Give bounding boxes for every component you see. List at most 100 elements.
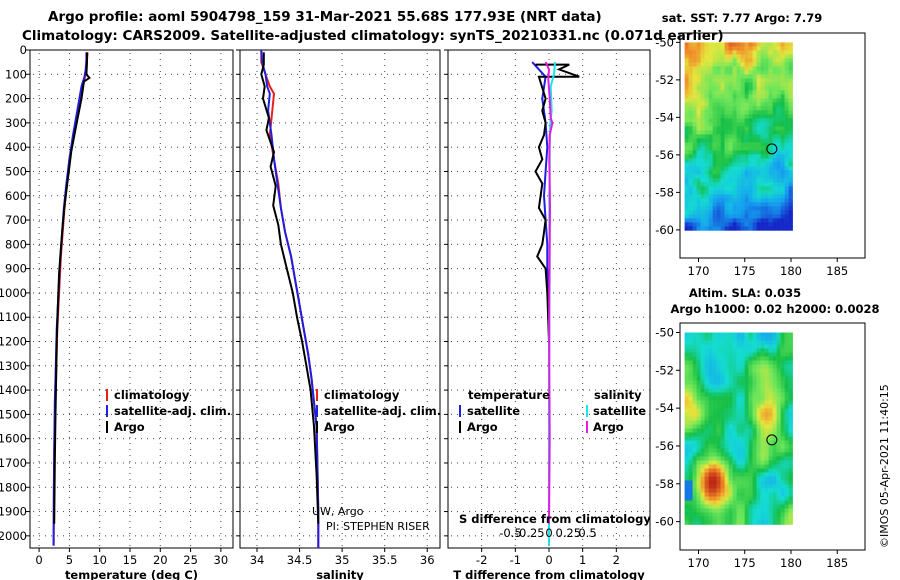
temperature-legend-swatch — [106, 405, 108, 417]
diff-legend-temp-label: satellite — [467, 404, 520, 418]
diff-legend-sal-swatch — [586, 405, 588, 417]
temperature-xtick-label: 20 — [153, 553, 168, 567]
depth-tick-label: 1400 — [0, 383, 27, 397]
sla-map: 170 175 180 185 -50 -52 -54 -56 -58 -60 — [655, 322, 866, 570]
diff-top-tick-label: 0.25 — [555, 526, 581, 540]
sla_map-lat-label: -52 — [655, 363, 674, 377]
sst_map-lon-label: 180 — [780, 264, 802, 278]
salinity-annotation-line-2: PI: STEPHEN RISER — [326, 520, 430, 533]
depth-tick-label: 300 — [5, 116, 27, 130]
sla_map-lon-label: 175 — [734, 556, 756, 570]
imos-credit: ©IMOS 05-Apr-2021 11:40:15 — [878, 384, 891, 548]
difference-series-salinity-argo — [544, 61, 554, 524]
depth-tick-label: 900 — [5, 262, 27, 276]
depth-tick-label: 400 — [5, 140, 27, 154]
temperature-xtick-label: 0 — [35, 553, 42, 567]
sla_map-argo-marker — [766, 434, 778, 446]
salinity-xtick-label: 36 — [420, 553, 435, 567]
difference-xtick-label: 1 — [579, 553, 586, 567]
salinity-legend-swatch — [316, 405, 318, 417]
depth-tick-label: 0 — [20, 43, 27, 57]
sst_map-argo-marker — [766, 143, 778, 155]
temperature-xtick-label: 15 — [123, 553, 138, 567]
depth-tick-label: 700 — [5, 213, 27, 227]
depth-tick-label: 1700 — [0, 456, 27, 470]
salinity-legend-label: satellite-adj. clim. — [324, 404, 441, 418]
diff-legend-sal-label: satellite — [593, 404, 646, 418]
temperature-xtick-label: 10 — [92, 553, 107, 567]
title-line-1: Argo profile: aoml 5904798_159 31-Mar-20… — [48, 9, 602, 25]
sla_map-lon-label: 170 — [688, 556, 710, 570]
sst_map-lon-label: 170 — [688, 264, 710, 278]
difference-xtick-label: 0 — [545, 553, 552, 567]
sst-map: 170 175 180 185 -50 -52 -54 -56 -58 -60 — [655, 32, 866, 278]
salinity-xtick-label: 34 — [250, 553, 265, 567]
depth-tick-label: 600 — [5, 189, 27, 203]
sst_map-field — [684, 42, 793, 231]
salinity-series-satellite-adj-clim- — [260, 49, 320, 548]
difference-xtick-label: -1 — [510, 553, 521, 567]
depth-tick-label: 100 — [5, 67, 27, 81]
temperature-frame — [29, 49, 234, 549]
difference-series-temperature-argo — [534, 63, 580, 342]
depth-tick-label: 1300 — [0, 359, 27, 373]
temperature-legend-label: Argo — [114, 420, 145, 434]
salinity-xtick-label: 35.5 — [372, 553, 398, 567]
sst_map-lat-label: -50 — [655, 35, 674, 49]
salinity-annotation-line-1: UW, Argo — [312, 505, 364, 518]
temperature-plot: 0 5 10 15 20 25 300100200300400500600700800900… — [0, 43, 234, 580]
salinity-legend-swatch — [316, 389, 318, 401]
temperature-legend-swatch — [106, 389, 108, 401]
depth-tick-label: 500 — [5, 164, 27, 178]
sla_map-lat-label: -58 — [655, 477, 674, 491]
sst_map-frame — [679, 32, 866, 259]
salinity-legend-label: Argo — [324, 420, 355, 434]
sst_map-lon-label: 175 — [734, 264, 756, 278]
sla_map-field — [684, 332, 793, 525]
depth-tick-label: 2000 — [0, 529, 27, 543]
salinity-frame — [239, 49, 441, 549]
salinity-plot: 34 34.5 35 35.5 36 salinity climatology satelli… — [236, 49, 441, 580]
diff-legend-temp-swatch — [459, 405, 461, 417]
sla_map-lat-label: -56 — [655, 439, 674, 453]
sst_map-lat-label: -56 — [655, 148, 674, 162]
sla_map-lat-label: -50 — [655, 325, 674, 339]
diff-legend-temp-swatch — [459, 421, 461, 433]
diff-legend-sal-swatch — [586, 421, 588, 433]
depth-tick-label: 200 — [5, 92, 27, 106]
depth-tick-label: 1900 — [0, 505, 27, 519]
diff-legend-sal-label: Argo — [593, 420, 624, 434]
depth-tick-label: 1600 — [0, 432, 27, 446]
diff-legend-sal-title: salinity — [594, 388, 642, 402]
depth-tick-label: 1200 — [0, 335, 27, 349]
difference-series-temperature-satellite — [531, 61, 550, 546]
diff-top-tick-label: 0 — [545, 526, 552, 540]
temperature-xlabel: temperature (deg C) — [65, 568, 198, 580]
sst_map-lat-label: -54 — [655, 110, 674, 124]
diff-top-tick-label: 0.5 — [578, 526, 596, 540]
sst_map-lon-label: 185 — [826, 264, 848, 278]
sla_map-lat-label: -54 — [655, 401, 674, 415]
diff-legend-temp-label: Argo — [467, 420, 498, 434]
diff-legend-temp-title: temperature — [468, 388, 550, 402]
difference-xtick-label: 2 — [613, 553, 620, 567]
sst_map-lat-label: -52 — [655, 73, 674, 87]
sla_map-lat-label: -60 — [655, 515, 674, 529]
temperature-legend-label: climatology — [114, 388, 190, 402]
depth-tick-label: 800 — [5, 237, 27, 251]
temperature-xtick-label: 25 — [183, 553, 198, 567]
salinity-xtick-label: 35 — [335, 553, 350, 567]
temperature-legend-swatch — [106, 421, 108, 433]
temperature-xtick-label: 30 — [214, 553, 229, 567]
depth-tick-label: 1000 — [0, 286, 27, 300]
sla_map-lon-label: 185 — [826, 556, 848, 570]
diff-top-xlabel: S difference from climatology — [459, 512, 651, 526]
depth-tick-label: 1800 — [0, 480, 27, 494]
sla_map-lon-label: 180 — [780, 556, 802, 570]
temperature-series-argo — [53, 52, 91, 524]
sla_map-frame — [679, 322, 866, 551]
salinity-series-argo — [260, 52, 320, 524]
title-line-2: Climatology: CARS2009. Satellite-adjuste… — [22, 28, 724, 44]
salinity-xtick-label: 34.5 — [287, 553, 313, 567]
